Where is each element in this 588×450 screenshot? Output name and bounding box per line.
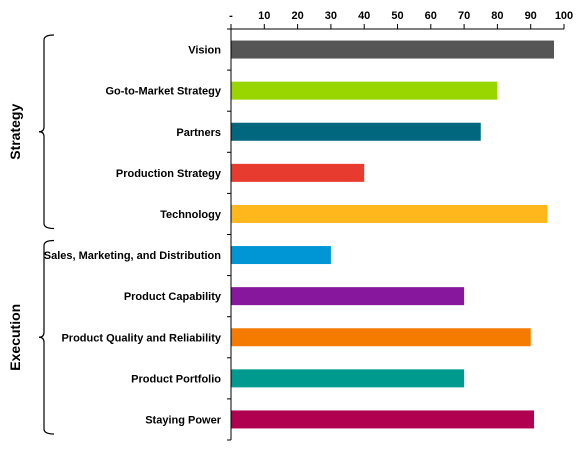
category-label: Go-to-Market Strategy xyxy=(105,86,221,98)
bar xyxy=(231,328,531,347)
x-axis-ticks: - 10 20 30 40 50 60 70 80 90 100 xyxy=(227,10,573,441)
category-label: Sales, Marketing, and Distribution xyxy=(44,250,222,262)
x-tick-label: 30 xyxy=(325,10,337,22)
x-tick-label: 70 xyxy=(458,10,470,22)
category-label: Technology xyxy=(160,209,222,221)
x-tick-label: 40 xyxy=(358,10,370,22)
category-label: Production Strategy xyxy=(116,168,222,180)
bar xyxy=(231,287,465,306)
x-tick-label: 50 xyxy=(391,10,403,22)
group-label: Execution xyxy=(7,304,23,371)
bar xyxy=(231,40,555,59)
group-bracket xyxy=(38,239,55,435)
x-tick-label: 60 xyxy=(425,10,437,22)
category-label: Vision xyxy=(188,45,221,57)
bar xyxy=(231,246,331,265)
category-label: Product Quality and Reliability xyxy=(61,332,221,344)
category-label: Product Capability xyxy=(124,291,222,303)
bar xyxy=(231,81,498,100)
x-tick-label: 80 xyxy=(491,10,503,22)
category-labels: Vision Go-to-Market Strategy Partners Produ… xyxy=(44,45,222,427)
x-tick-label: 10 xyxy=(258,10,270,22)
group-bracket xyxy=(38,34,55,230)
x-tick-label: 20 xyxy=(291,10,303,22)
bar xyxy=(231,204,548,223)
x-tick-label: - xyxy=(229,10,233,22)
category-label: Staying Power xyxy=(145,414,222,426)
group-label: Strategy xyxy=(7,104,23,160)
category-label: Partners xyxy=(176,127,221,139)
x-tick-label: 100 xyxy=(555,10,573,22)
x-tick-label: 90 xyxy=(525,10,537,22)
bar xyxy=(231,410,535,429)
category-label: Product Portfolio xyxy=(131,373,221,385)
group-brackets: Strategy Execution xyxy=(7,34,55,435)
bars xyxy=(231,40,555,429)
bar xyxy=(231,122,481,141)
bar xyxy=(231,369,465,388)
bar xyxy=(231,163,365,182)
